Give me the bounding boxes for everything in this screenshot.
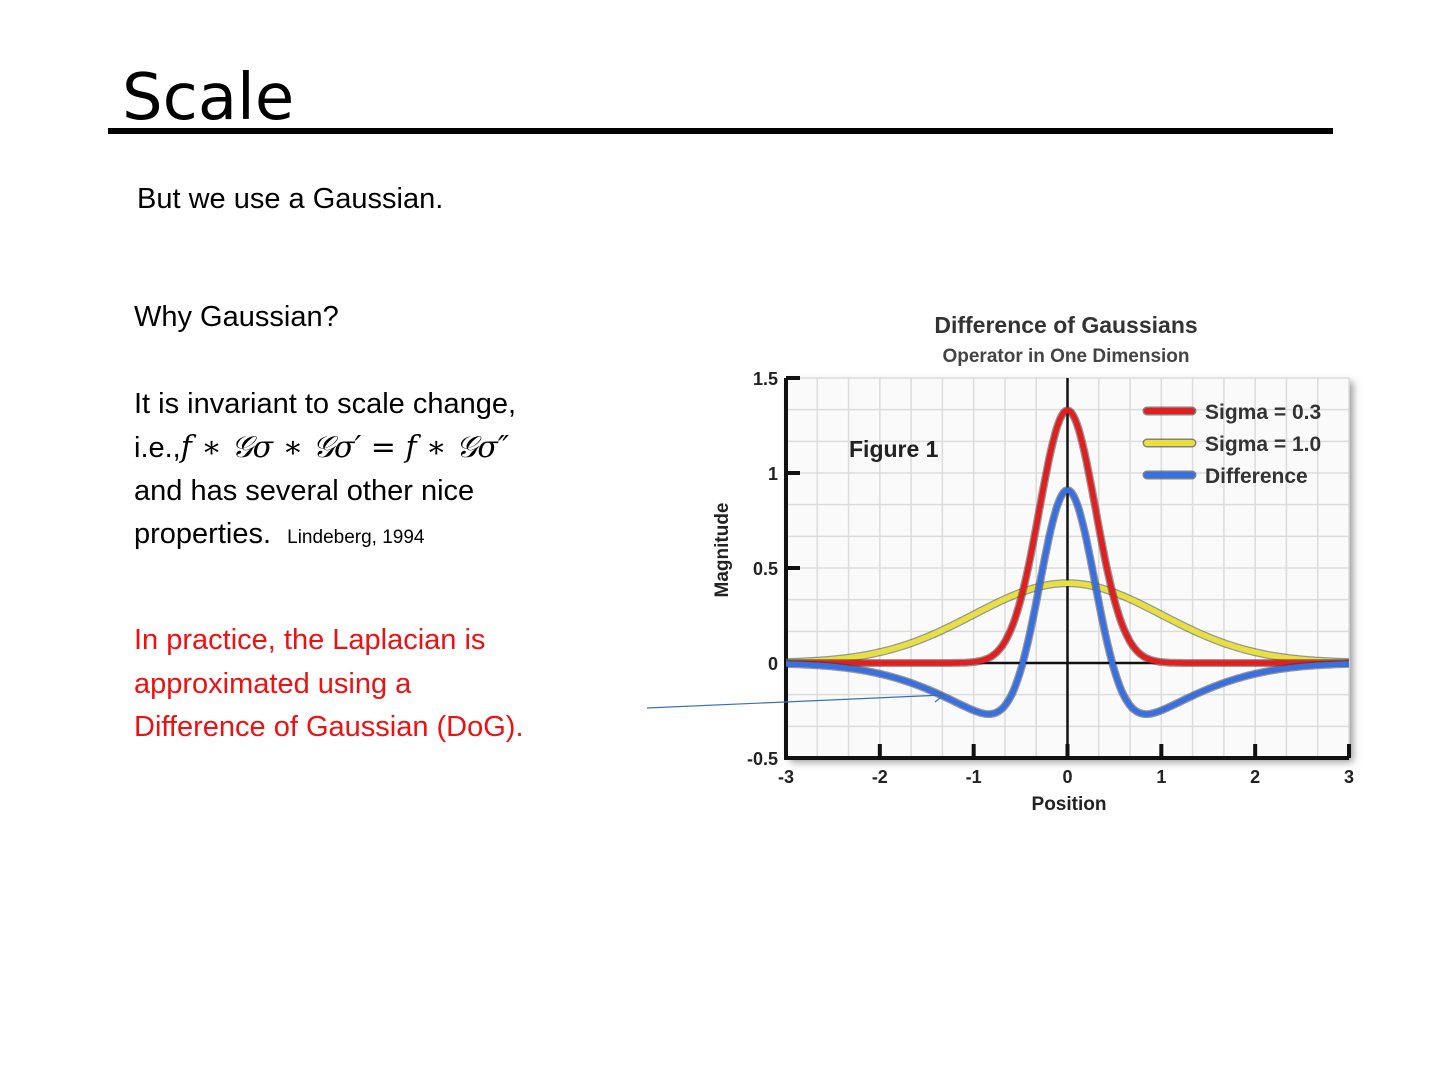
pointer-arrow [646, 689, 946, 709]
slide-title: Scale [122, 61, 295, 135]
title-underline [108, 128, 1333, 134]
x-tick-label: 2 [1250, 767, 1260, 787]
scale-invariance-formula: f ∗ 𝒢σ ∗ 𝒢σ′ = f ∗ 𝒢σ″ [180, 430, 510, 465]
legend-label: Difference [1205, 465, 1308, 488]
x-tick-label: 1 [1156, 767, 1166, 787]
series-line-1 [785, 580, 1350, 665]
chart-subtitle: Operator in One Dimension [942, 346, 1189, 367]
body-line-4: properties. Lindeberg, 1994 [134, 513, 424, 559]
x-tick-label: -1 [966, 767, 982, 787]
note-line-1: In practice, the Laplacian is [134, 624, 486, 656]
y-tick-label: 1 [768, 464, 778, 484]
x-tick-label: 3 [1344, 767, 1354, 787]
body-line-1: It is invariant to scale change, [134, 388, 517, 420]
chart-title: Difference of Gaussians [934, 312, 1197, 338]
legend-label: Sigma = 1.0 [1205, 433, 1321, 456]
body-line-2: i.e.,f ∗ 𝒢σ ∗ 𝒢σ′ = f ∗ 𝒢σ″ [134, 426, 509, 470]
citation: Lindeberg, 1994 [287, 527, 425, 548]
y-axis-label: Magnitude [712, 503, 733, 598]
body-prefix: i.e., [134, 432, 181, 464]
x-tick-label: 0 [1062, 767, 1072, 787]
y-tick-label: 1.5 [753, 369, 778, 389]
x-tick-label: -2 [872, 767, 888, 787]
y-tick-label: -0.5 [747, 749, 778, 769]
figure-annotation: Figure 1 [849, 436, 939, 462]
y-tick-label: 0.5 [753, 559, 778, 579]
curves [783, 406, 1352, 719]
series-line-0 [785, 407, 1350, 666]
body-line-3: and has several other nice [134, 475, 475, 507]
series-line-2 [785, 487, 1350, 717]
x-axis-label: Position [1032, 794, 1107, 815]
legend-label: Sigma = 0.3 [1205, 401, 1321, 424]
note-line-2: approximated using a [134, 668, 412, 700]
question-text: Why Gaussian? [134, 301, 339, 333]
note-line-3: Difference of Gaussian (DoG). [134, 711, 524, 743]
x-tick-label: -3 [778, 767, 794, 787]
legend: Sigma = 0.3 Sigma = 1.0 Difference [1142, 401, 1321, 488]
subtitle-text: But we use a Gaussian. [137, 183, 444, 215]
body-line-4-text: properties. [134, 518, 272, 550]
y-tick-label: 0 [768, 654, 778, 674]
